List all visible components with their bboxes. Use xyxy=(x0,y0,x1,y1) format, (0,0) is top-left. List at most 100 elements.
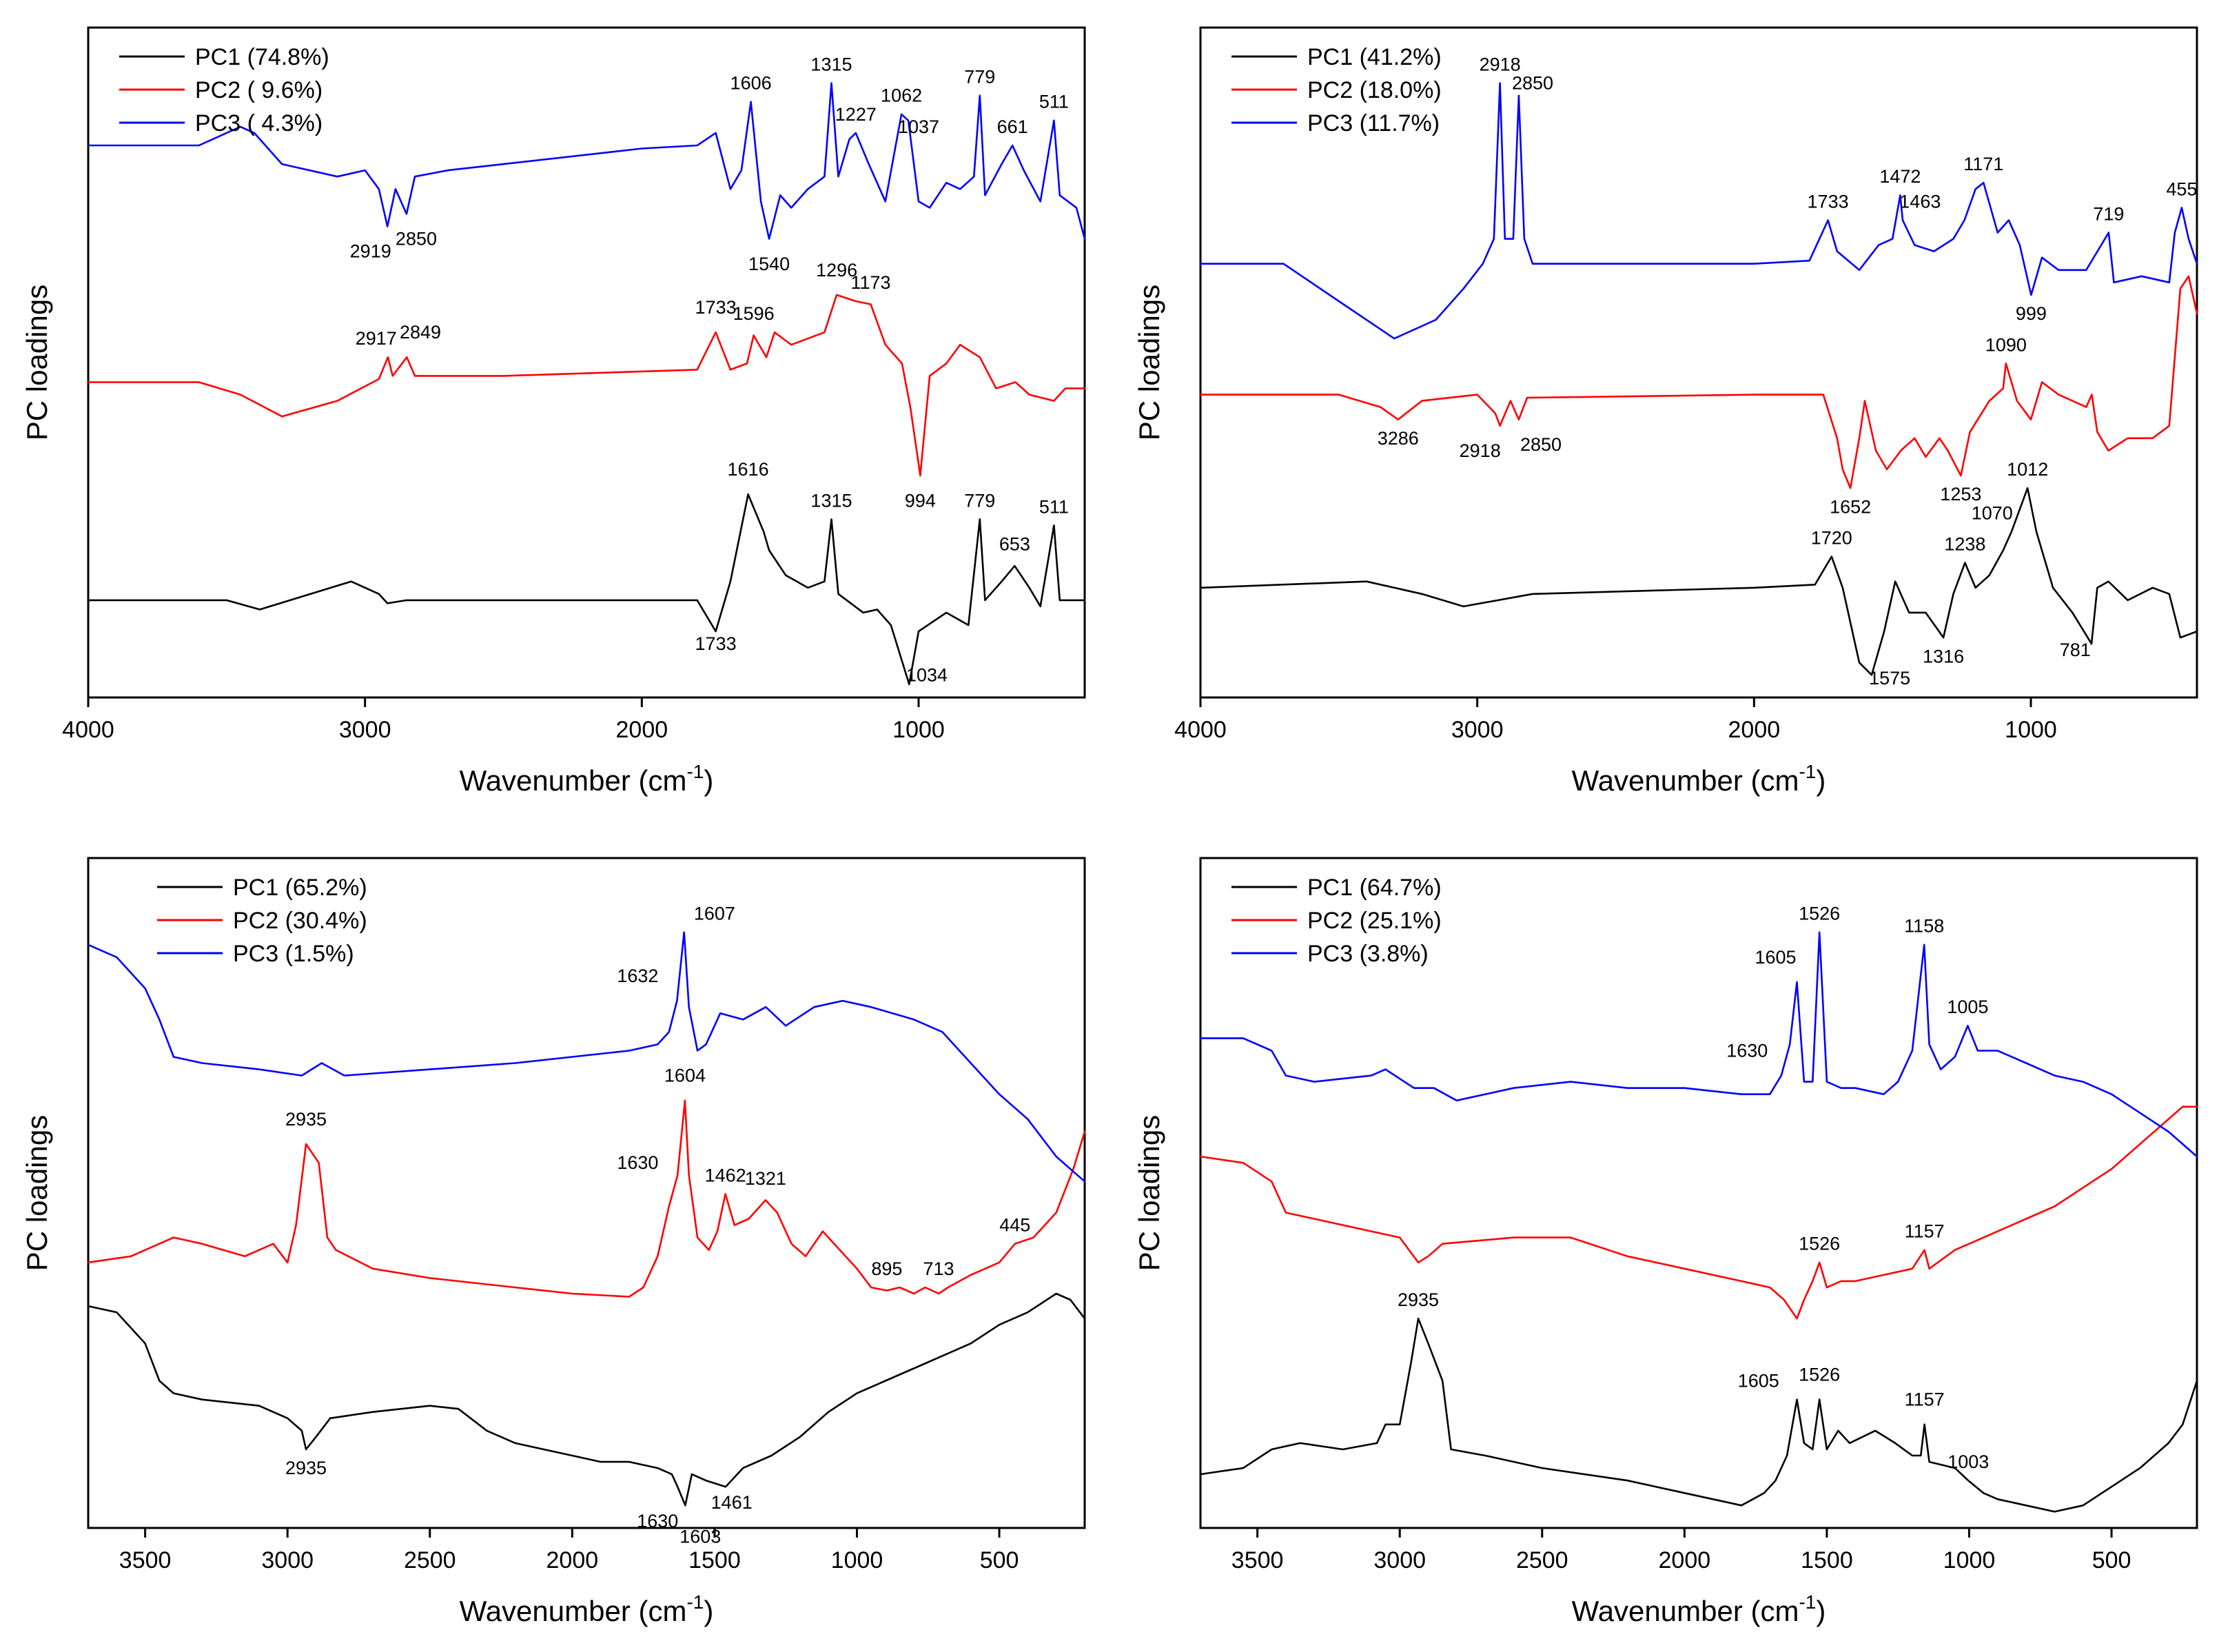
peak-label: 1630 xyxy=(1726,1040,1768,1061)
peak-label: 511 xyxy=(1039,496,1069,517)
y-axis-title: PC loadings xyxy=(21,1115,53,1271)
x-axis-title: Wavenumber (cm-1) xyxy=(1572,1591,1826,1627)
legend-label-pc2: PC2 ( 9.6%) xyxy=(195,77,323,103)
x-tick-label: 2000 xyxy=(546,1547,599,1573)
peak-label: 1012 xyxy=(2007,459,2048,480)
peak-label: 511 xyxy=(1039,92,1069,112)
legend-label-pc3: PC3 (11.7%) xyxy=(1307,110,1440,136)
peak-label: 1720 xyxy=(1811,528,1852,549)
x-axis-title-main: Wavenumber (cm xyxy=(1572,764,1799,797)
peak-label: 2918 xyxy=(1480,54,1521,74)
x-tick-label: 4000 xyxy=(1174,717,1227,743)
x-axis-title-sup: -1 xyxy=(1799,761,1816,782)
x-tick-label: 1500 xyxy=(1801,1547,1853,1573)
peak-label: 999 xyxy=(2016,303,2047,324)
y-axis-title: PC loadings xyxy=(1133,285,1165,440)
y-axis-title: PC loadings xyxy=(21,285,53,440)
peak-label: 1596 xyxy=(733,303,775,324)
peak-label: 1462 xyxy=(705,1165,746,1185)
peak-label: 1037 xyxy=(898,116,939,137)
peak-label: 2918 xyxy=(1460,440,1501,461)
x-tick-label: 500 xyxy=(2092,1547,2131,1573)
peak-label: 1632 xyxy=(617,966,658,986)
peak-label: 1034 xyxy=(906,664,948,685)
peak-label: 1540 xyxy=(748,254,790,274)
peak-label: 2935 xyxy=(285,1458,327,1478)
x-tick-label: 2500 xyxy=(1516,1547,1568,1573)
series-line-pc3 xyxy=(1199,82,2198,340)
series-line-pc2 xyxy=(1199,275,2198,489)
peak-label: 1526 xyxy=(1799,904,1840,924)
peak-label: 1070 xyxy=(1972,502,2013,523)
peak-label: 1227 xyxy=(835,104,877,125)
chart-panel-bottom-right: 3500 3000 2500 2000 1500 1000 500 Wavenumber (c… xyxy=(1133,857,2198,1627)
peak-label: 1062 xyxy=(881,85,922,106)
legend-label-pc3: PC3 ( 4.3%) xyxy=(195,110,323,136)
series-line-pc1 xyxy=(1199,487,2198,676)
chart-panel-top-right: 4000 3000 2000 1000 Wavenumber (cm-1) PC load… xyxy=(1133,26,2198,797)
chart-panel-bottom-left: 3500 3000 2500 2000 1500 1000 500 Wavenumber (c… xyxy=(21,857,1086,1627)
x-axis-title-tail: ) xyxy=(1816,1595,1826,1627)
peak-label: 1604 xyxy=(664,1065,706,1086)
peak-label: 1005 xyxy=(1947,997,1988,1017)
x-axis-title-tail: ) xyxy=(1816,764,1826,797)
x-tick-label: 1000 xyxy=(1943,1547,1996,1573)
x-axis-title: Wavenumber (cm-1) xyxy=(460,1591,714,1627)
peak-label: 1316 xyxy=(1923,646,1964,666)
legend-label-pc2: PC2 (25.1%) xyxy=(1307,908,1442,934)
peak-label: 779 xyxy=(964,67,995,88)
plot-frame xyxy=(1199,857,2198,1529)
peak-label: 1157 xyxy=(1905,1389,1945,1410)
series-line-pc1 xyxy=(87,493,1086,686)
peak-label: 1606 xyxy=(730,73,772,94)
x-tick-label: 1000 xyxy=(831,1547,883,1573)
peak-label: 2935 xyxy=(1398,1289,1439,1310)
peak-label: 1733 xyxy=(695,297,737,318)
x-tick-label: 2500 xyxy=(404,1547,456,1573)
x-tick-label: 3000 xyxy=(1373,1547,1426,1573)
peak-label: 1315 xyxy=(810,54,852,74)
x-axis-title: Wavenumber (cm-1) xyxy=(1572,761,1826,797)
peak-label: 719 xyxy=(2093,203,2124,224)
x-tick-label: 1000 xyxy=(2005,717,2057,743)
x-axis-title-sup: -1 xyxy=(686,1591,704,1613)
peak-label: 1253 xyxy=(1940,484,1981,504)
series-line-pc2 xyxy=(1199,1105,2198,1320)
peak-label: 1630 xyxy=(637,1511,678,1531)
peak-label: 1157 xyxy=(1905,1221,1945,1242)
x-tick-label: 3000 xyxy=(339,717,391,743)
plot-frame xyxy=(87,857,1086,1529)
series-line-pc2 xyxy=(87,294,1086,477)
peak-label: 2850 xyxy=(1520,434,1562,455)
legend-label-pc2: PC2 (18.0%) xyxy=(1307,77,1442,103)
legend-label-pc1: PC1 (41.2%) xyxy=(1307,44,1442,70)
peak-label: 1733 xyxy=(1808,191,1849,212)
peak-label: 661 xyxy=(997,116,1028,137)
peak-label: 653 xyxy=(999,534,1030,555)
x-tick-label: 500 xyxy=(980,1547,1019,1573)
peak-label: 895 xyxy=(871,1258,902,1279)
legend-label-pc1: PC1 (65.2%) xyxy=(233,875,367,901)
peak-label: 1090 xyxy=(1985,334,2027,355)
peak-label: 1575 xyxy=(1869,668,1910,689)
peak-label: 1733 xyxy=(695,633,737,654)
peak-label: 1607 xyxy=(694,904,735,924)
plot-frame xyxy=(87,26,1086,699)
peak-label: 1463 xyxy=(1899,191,1941,212)
peak-label: 781 xyxy=(2060,640,2091,660)
peak-label: 1461 xyxy=(711,1492,753,1513)
peak-label: 1605 xyxy=(1738,1371,1779,1391)
x-axis-title-tail: ) xyxy=(704,1595,713,1627)
x-axis-title-sup: -1 xyxy=(686,761,704,782)
peak-label: 3286 xyxy=(1378,428,1419,449)
x-axis-title-sup: -1 xyxy=(1799,1591,1816,1613)
peak-label: 455 xyxy=(2166,179,2197,199)
peak-label: 1158 xyxy=(1904,916,1944,937)
peak-label: 1238 xyxy=(1944,534,1985,555)
legend-label-pc3: PC3 (1.5%) xyxy=(233,941,354,967)
x-axis-title: Wavenumber (cm-1) xyxy=(460,761,714,797)
plot-frame xyxy=(1199,26,2198,699)
peak-label: 2935 xyxy=(285,1109,327,1130)
